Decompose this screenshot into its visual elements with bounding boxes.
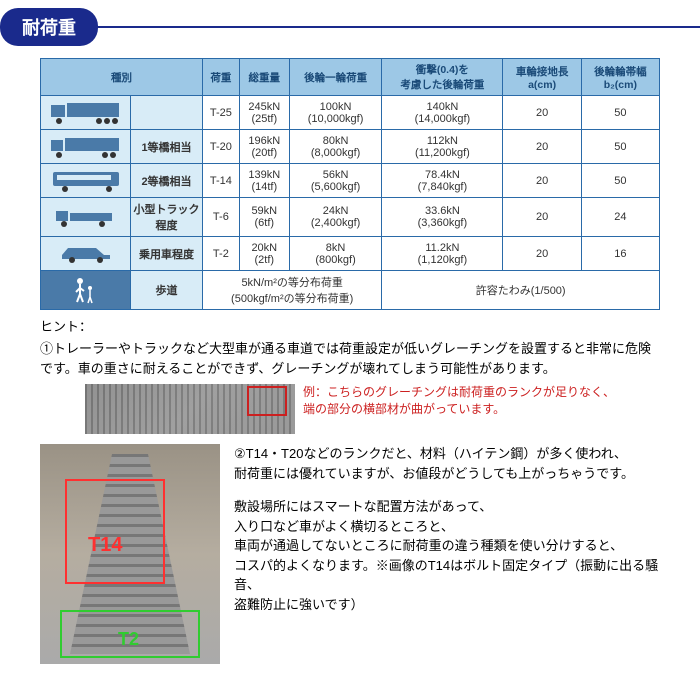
vehicle-icon-car (41, 237, 131, 271)
cell-rear: 8kN (800kgf) (289, 237, 382, 271)
paragraph-3: 敷設場所にはスマートな配置方法があって、 入り口など車がよく横切るところと、 車… (234, 497, 660, 614)
cell-rear: 100kN (10,000kgf) (289, 96, 382, 130)
t2-label: T2 (118, 629, 139, 650)
cell-impact: 78.4kN (7,840kgf) (382, 164, 503, 198)
cell-b: 50 (581, 164, 659, 198)
grating-photo-small (85, 384, 295, 434)
th-rear: 後輪一輪荷重 (289, 59, 382, 96)
t14-label: T14 (88, 534, 122, 557)
th-impact: 衝撃(0.4)を 考慮した後輪荷重 (382, 59, 503, 96)
cell-load: T-6 (203, 198, 240, 237)
header-rule (96, 26, 700, 28)
th-load: 荷重 (203, 59, 240, 96)
cell-impact: 112kN (11,200kgf) (382, 130, 503, 164)
red-highlight-box (247, 386, 287, 416)
type-label: 乗用車程度 (131, 237, 203, 271)
cell-total: 20kN (2tf) (239, 237, 289, 271)
cell-a: 20 (503, 237, 581, 271)
cell-impact: 140kN (14,000kgf) (382, 96, 503, 130)
cell-impact: 11.2kN (1,120kgf) (382, 237, 503, 271)
bottom-section: T14 T2 ②T14・T20などのランクだと、材料（ハイテン鋼）が多く使われ、… (40, 444, 660, 664)
type-label: 歩道 (131, 271, 203, 310)
cell-total: 139kN (14tf) (239, 164, 289, 198)
cell-load-merged: 5kN/m²の等分布荷重 (500kgf/m²の等分布荷重) (203, 271, 382, 310)
cell-rear: 24kN (2,400kgf) (289, 198, 382, 237)
table-row-pedestrian: 歩道 5kN/m²の等分布荷重 (500kgf/m²の等分布荷重) 許容たわみ(… (41, 271, 660, 310)
hint-label: ヒント： (40, 316, 660, 335)
type-label (131, 96, 203, 130)
cell-rear: 80kN (8,000kgf) (289, 130, 382, 164)
table-row: 小型トラック 程度 T-6 59kN (6tf) 24kN (2,400kgf)… (41, 198, 660, 237)
paragraph-2: ②T14・T20などのランクだと、材料（ハイテン鋼）が多く使われ、 耐荷重には優… (234, 444, 660, 483)
red-example-text: 例：こちらのグレーチングは耐荷重のランクが足りなく、 端の部分の横部材が曲がって… (303, 384, 615, 418)
vehicle-icon-truck (41, 130, 131, 164)
cell-total: 196kN (20tf) (239, 130, 289, 164)
section-header: 耐荷重 (0, 8, 700, 46)
cell-a: 20 (503, 130, 581, 164)
cell-b: 16 (581, 237, 659, 271)
cell-load: T-20 (203, 130, 240, 164)
paragraph-1: ①トレーラーやトラックなど大型車が通る車道では荷重設定が低いグレーチングを設置す… (40, 339, 660, 378)
cell-b: 50 (581, 96, 659, 130)
table-header-row: 種別 荷重 総重量 後輪一輪荷重 衝撃(0.4)を 考慮した後輪荷重 車輪接地長… (41, 59, 660, 96)
th-a: 車輪接地長 a(cm) (503, 59, 581, 96)
cell-rear: 56kN (5,600kgf) (289, 164, 382, 198)
cell-load: T-14 (203, 164, 240, 198)
example-row: 例：こちらのグレーチングは耐荷重のランクが足りなく、 端の部分の横部材が曲がって… (0, 384, 700, 434)
th-type: 種別 (41, 59, 203, 96)
cell-load: T-2 (203, 237, 240, 271)
table-row: 乗用車程度 T-2 20kN (2tf) 8kN (800kgf) 11.2kN… (41, 237, 660, 271)
header-title: 耐荷重 (0, 8, 98, 46)
th-b: 後輪輪帯幅 b₂(cm) (581, 59, 659, 96)
cell-a: 20 (503, 96, 581, 130)
cell-a: 20 (503, 198, 581, 237)
vehicle-icon-smalltruck (41, 198, 131, 237)
cell-b: 24 (581, 198, 659, 237)
load-table: 種別 荷重 総重量 後輪一輪荷重 衝撃(0.4)を 考慮した後輪荷重 車輪接地長… (40, 58, 660, 310)
cell-total: 59kN (6tf) (239, 198, 289, 237)
cell-total: 245kN (25tf) (239, 96, 289, 130)
vehicle-icon-pedestrian (41, 271, 131, 310)
type-label: 1等橋相当 (131, 130, 203, 164)
grating-photo-large: T14 T2 (40, 444, 220, 664)
cell-impact: 33.6kN (3,360kgf) (382, 198, 503, 237)
vehicle-icon-bus (41, 164, 131, 198)
type-label: 小型トラック 程度 (131, 198, 203, 237)
table-row: 2等橋相当 T-14 139kN (14tf) 56kN (5,600kgf) … (41, 164, 660, 198)
type-label: 2等橋相当 (131, 164, 203, 198)
t14-box (65, 479, 165, 584)
th-total: 総重量 (239, 59, 289, 96)
cell-a: 20 (503, 164, 581, 198)
cell-tolerance: 許容たわみ(1/500) (382, 271, 660, 310)
table-row: 1等橋相当 T-20 196kN (20tf) 80kN (8,000kgf) … (41, 130, 660, 164)
cell-load: T-25 (203, 96, 240, 130)
table-row: T-25 245kN (25tf) 100kN (10,000kgf) 140k… (41, 96, 660, 130)
cell-b: 50 (581, 130, 659, 164)
vehicle-icon-trailer (41, 96, 131, 130)
